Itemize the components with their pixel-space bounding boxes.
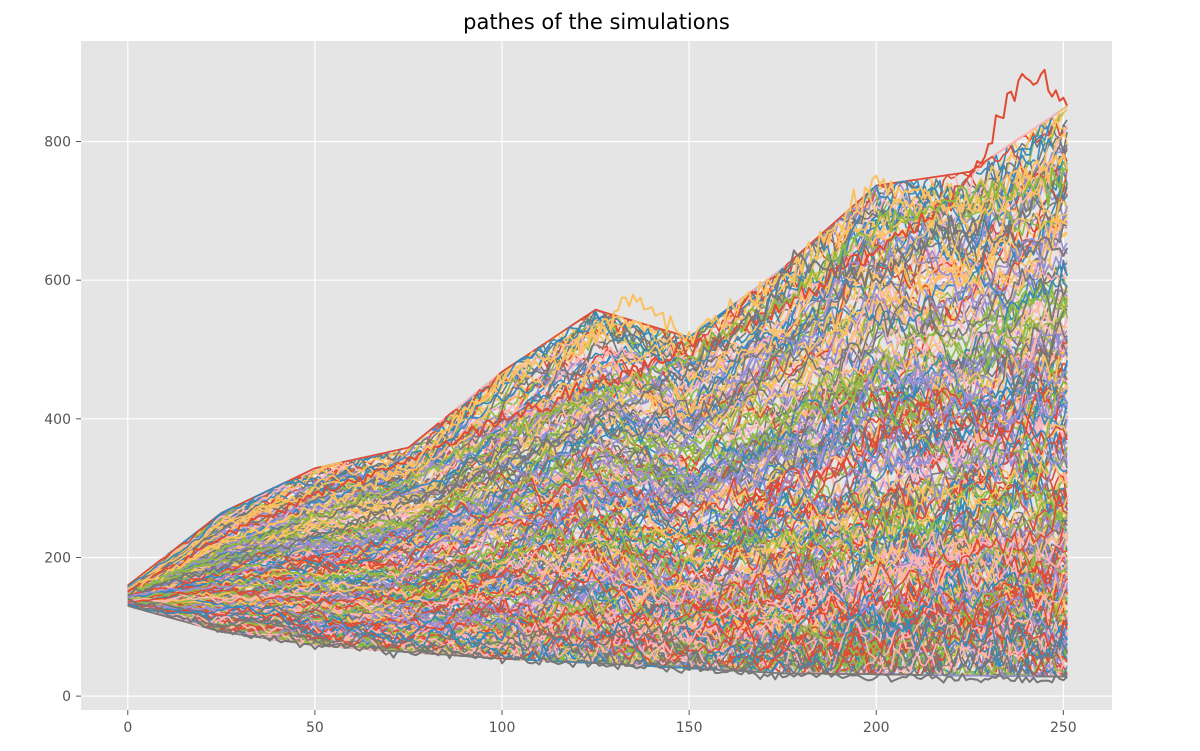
chart-title: pathes of the simulations bbox=[463, 10, 730, 34]
simulation-path bbox=[127, 506, 1068, 602]
x-tick-label: 100 bbox=[489, 720, 516, 736]
x-tick-label: 50 bbox=[306, 720, 324, 736]
x-tick-label: 250 bbox=[1050, 720, 1077, 736]
x-tick-label: 150 bbox=[676, 720, 703, 736]
simulation-path bbox=[127, 381, 1068, 597]
simulation-path bbox=[127, 483, 1068, 602]
axes: 0 50 100 150 200 250 0 200 400 600 800 bbox=[44, 135, 1076, 736]
simulation-path bbox=[127, 484, 1068, 601]
y-tick-label: 800 bbox=[44, 135, 71, 151]
simulation-path bbox=[127, 207, 1068, 591]
y-tick-label: 400 bbox=[44, 412, 71, 428]
simulation-path bbox=[127, 571, 1068, 675]
green-path bbox=[127, 167, 1068, 596]
series-group bbox=[127, 68, 1069, 684]
simulation-path bbox=[127, 519, 1068, 617]
simulation-path bbox=[127, 446, 1068, 600]
y-tick-label: 200 bbox=[44, 550, 71, 566]
simulation-path bbox=[127, 495, 1068, 634]
simulation-path bbox=[127, 233, 1068, 591]
min-path bbox=[127, 598, 1068, 684]
simulation-path bbox=[127, 371, 1068, 595]
simulation-path bbox=[127, 289, 1068, 595]
simulation-path bbox=[127, 373, 1068, 596]
x-tick-label: 0 bbox=[123, 720, 132, 736]
simulation-path bbox=[127, 105, 1068, 588]
simulation-path bbox=[127, 571, 1068, 671]
simulation-path bbox=[127, 138, 1068, 588]
max-path bbox=[127, 68, 1069, 593]
simulation-path bbox=[127, 585, 1068, 670]
simulation-path bbox=[127, 188, 1068, 589]
simulation-path bbox=[127, 492, 1068, 625]
simulation-path bbox=[127, 557, 1068, 650]
y-tick-label: 0 bbox=[62, 689, 71, 705]
x-tick-label: 200 bbox=[863, 720, 890, 736]
yellow-path bbox=[127, 153, 1069, 595]
simulation-path bbox=[127, 496, 1068, 614]
simulation-path bbox=[127, 174, 1068, 593]
simulation-path bbox=[127, 593, 1068, 663]
y-tick-label: 600 bbox=[44, 273, 71, 289]
simulation-path bbox=[127, 367, 1068, 595]
simulation-path bbox=[127, 374, 1068, 597]
gray-path-high bbox=[127, 214, 1069, 597]
simulation-path bbox=[127, 605, 1068, 678]
simulation-path bbox=[127, 132, 1068, 590]
simulation-path bbox=[127, 259, 1068, 591]
simulation-path bbox=[127, 603, 1068, 668]
simulation-path bbox=[127, 164, 1068, 589]
simulation-path bbox=[127, 320, 1068, 595]
